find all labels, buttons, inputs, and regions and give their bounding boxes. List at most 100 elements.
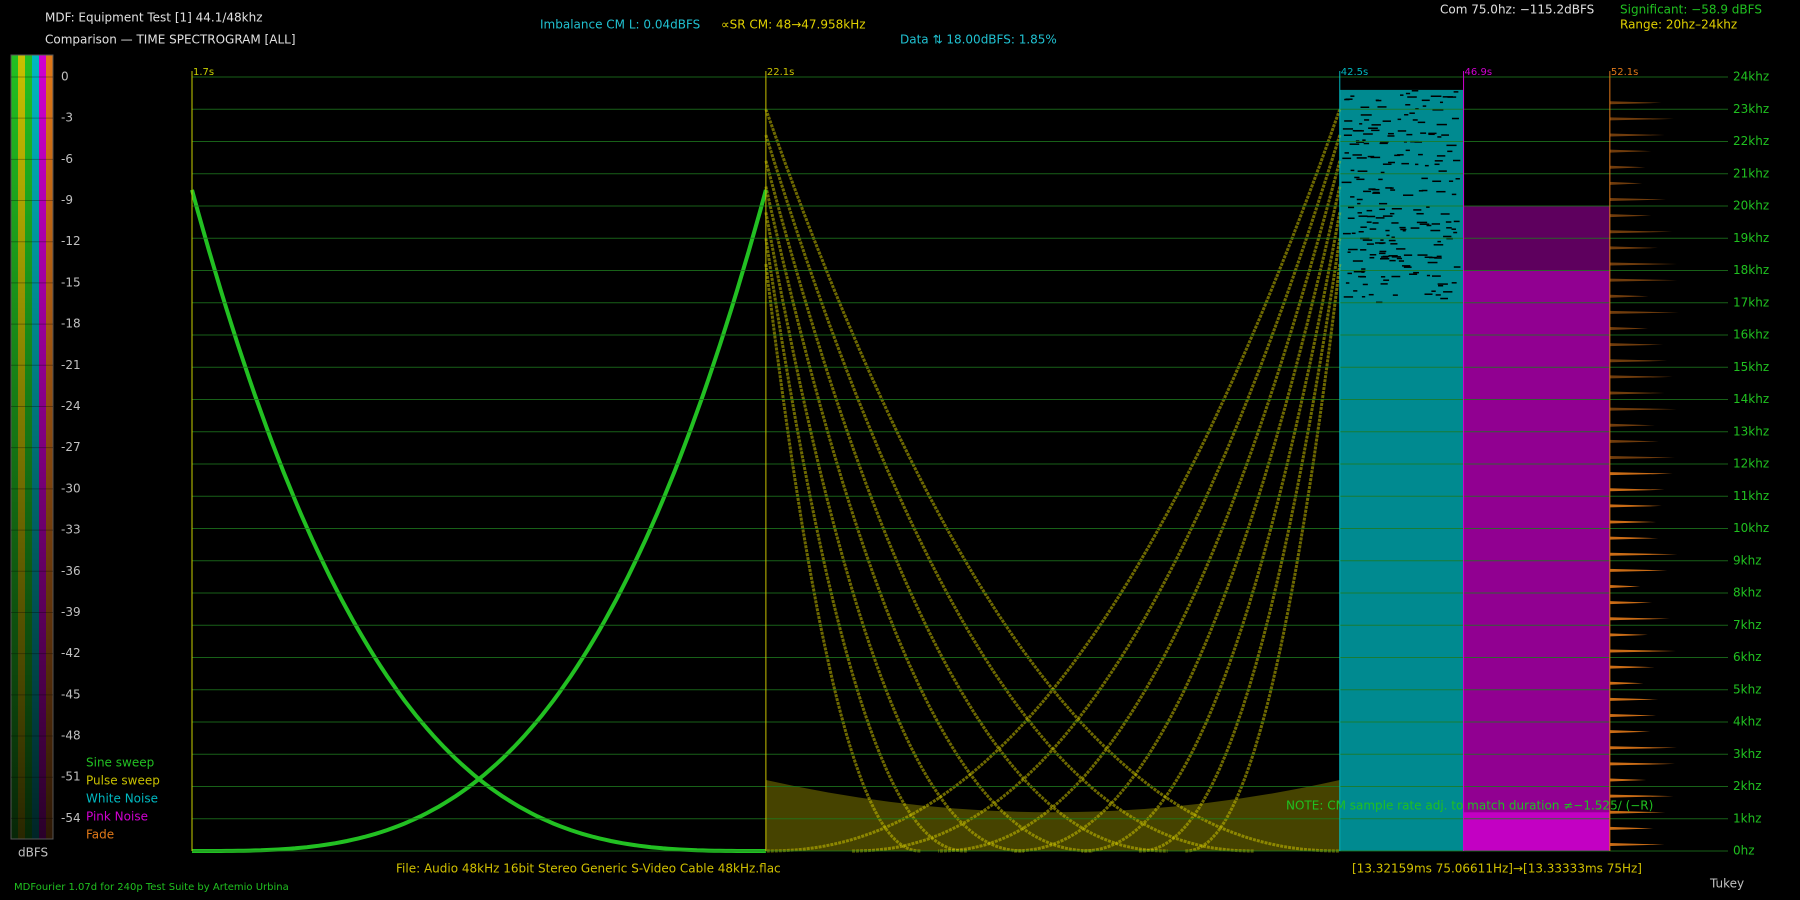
noise-speck xyxy=(1413,272,1419,274)
y-tick-label: 20khz xyxy=(1733,199,1769,213)
noise-speck xyxy=(1368,188,1375,190)
noise-speck xyxy=(1456,178,1460,180)
noise-speck xyxy=(1362,296,1365,298)
file: File: Audio 48kHz 16bit Stereo Generic S… xyxy=(396,862,781,876)
significant: Significant: −58.9 dBFS xyxy=(1620,3,1762,17)
noise-speck xyxy=(1428,134,1434,136)
noise-speck xyxy=(1385,187,1392,189)
noise-speck xyxy=(1435,160,1443,162)
noise-speck xyxy=(1358,170,1368,172)
noise-speck xyxy=(1393,294,1398,296)
noise-speck xyxy=(1387,135,1394,137)
noise-speck xyxy=(1422,190,1428,192)
noise-speck xyxy=(1432,223,1440,225)
y-tick-label: 14khz xyxy=(1733,392,1769,406)
noise-speck xyxy=(1453,160,1460,162)
noise-speck xyxy=(1370,257,1375,259)
noise-speck xyxy=(1418,154,1423,156)
noise-speck xyxy=(1388,162,1395,164)
noise-speck xyxy=(1428,262,1438,264)
noise-speck xyxy=(1441,213,1450,215)
noise-speck xyxy=(1440,102,1443,104)
noise-speck xyxy=(1423,105,1426,107)
noise-speck xyxy=(1446,145,1456,147)
noise-speck xyxy=(1361,107,1370,109)
noise-speck xyxy=(1397,258,1402,260)
section-label: 1.7s xyxy=(193,67,214,78)
noise-speck xyxy=(1380,143,1388,145)
noise-speck xyxy=(1363,239,1372,241)
noise-speck xyxy=(1383,163,1392,165)
y-tick-label: 22khz xyxy=(1733,134,1769,148)
y-tick-label: 12khz xyxy=(1733,457,1769,471)
noise-speck xyxy=(1416,213,1423,215)
noise-speck xyxy=(1401,163,1409,165)
noise-speck xyxy=(1379,209,1385,211)
noise-speck xyxy=(1371,124,1380,126)
sine-curve xyxy=(192,190,766,851)
legend-entry: White Noise xyxy=(86,792,158,806)
noise-speck xyxy=(1431,290,1435,292)
noise-speck xyxy=(1400,229,1406,231)
colorbar-tick-label: -36 xyxy=(61,564,81,578)
sine-curve xyxy=(192,190,766,851)
y-tick-label: 11khz xyxy=(1733,489,1769,503)
noise-speck xyxy=(1438,283,1448,285)
noise-speck xyxy=(1367,210,1373,212)
colorbar-tick-label: -45 xyxy=(61,687,81,701)
noise-speck xyxy=(1363,191,1371,193)
noise-speck xyxy=(1362,139,1365,141)
y-tick-label: 8khz xyxy=(1733,586,1762,600)
noise-speck xyxy=(1359,123,1362,125)
noise-speck xyxy=(1454,91,1459,93)
frame: [13.32159ms 75.06611Hz]→[13.33333ms 75Hz… xyxy=(1352,862,1642,876)
noise-speck xyxy=(1452,228,1457,230)
noise-speck xyxy=(1343,233,1351,235)
section-label: 46.9s xyxy=(1465,67,1492,78)
noise-speck xyxy=(1358,212,1362,214)
colorbar-tick-label: -15 xyxy=(61,275,81,289)
noise-speck xyxy=(1381,276,1385,278)
noise-speck xyxy=(1342,158,1351,160)
colorbar-tick-label: -12 xyxy=(61,234,81,248)
noise-speck xyxy=(1360,226,1366,228)
pulse-curve xyxy=(766,135,1254,851)
y-tick-label: 19khz xyxy=(1733,231,1769,245)
noise-speck xyxy=(1376,100,1379,102)
noise-speck xyxy=(1378,179,1382,181)
noise-speck xyxy=(1348,249,1358,251)
y-tick-label: 17khz xyxy=(1733,295,1769,309)
noise-speck xyxy=(1413,209,1421,211)
y-tick-label: 18khz xyxy=(1733,263,1769,277)
noise-speck xyxy=(1390,189,1395,191)
noise-speck xyxy=(1437,136,1441,138)
noise-speck xyxy=(1350,95,1354,97)
noise-speck xyxy=(1342,182,1352,184)
noise-speck xyxy=(1364,143,1369,145)
y-tick-label: 1khz xyxy=(1733,811,1762,825)
y-tick-label: 10khz xyxy=(1733,521,1769,535)
noise-speck xyxy=(1417,222,1427,224)
noise-speck xyxy=(1405,104,1410,106)
noise-speck xyxy=(1454,266,1461,268)
noise-speck xyxy=(1418,122,1425,124)
noise-speck xyxy=(1446,227,1452,229)
noise-speck xyxy=(1421,178,1427,180)
legend-entry: Pulse sweep xyxy=(86,774,160,788)
section-label: 22.1s xyxy=(767,67,794,78)
noise-speck xyxy=(1452,194,1456,196)
y-tick-label: 5khz xyxy=(1733,682,1762,696)
y-tick-label: 7khz xyxy=(1733,618,1762,632)
spectrogram-screen: MDF: Equipment Test [1] 44.1/48khz Compa… xyxy=(0,0,1800,900)
noise-speck xyxy=(1446,221,1452,223)
noise-speck xyxy=(1381,172,1385,174)
noise-speck xyxy=(1453,232,1457,234)
colorbar-tick-label: -24 xyxy=(61,399,81,413)
colorbar-tick-label: -21 xyxy=(61,358,81,372)
noise-speck xyxy=(1346,282,1349,284)
noise-speck xyxy=(1400,94,1403,96)
noise-speck xyxy=(1402,265,1410,267)
noise-speck xyxy=(1344,134,1352,136)
noise-speck xyxy=(1376,217,1385,219)
noise-speck xyxy=(1345,98,1352,100)
